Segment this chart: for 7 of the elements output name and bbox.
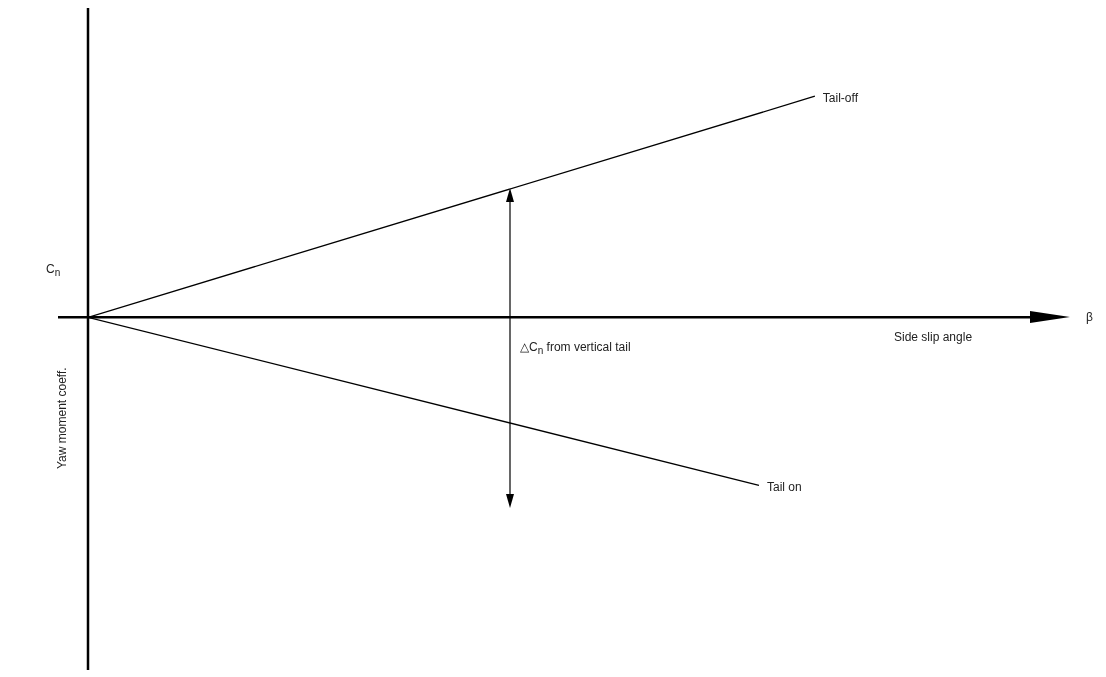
y-axis-title: Yaw moment coeff. (55, 367, 69, 470)
x-axis-title: Side slip angle (894, 330, 973, 345)
annotation: C$_{n}$ (46, 262, 61, 279)
text: β (1086, 310, 1093, 325)
series-label: Tail-off (822, 90, 859, 105)
series-label: Tail on (766, 479, 802, 494)
annotation: △C$_{n}$ from vertical tail (520, 340, 631, 357)
